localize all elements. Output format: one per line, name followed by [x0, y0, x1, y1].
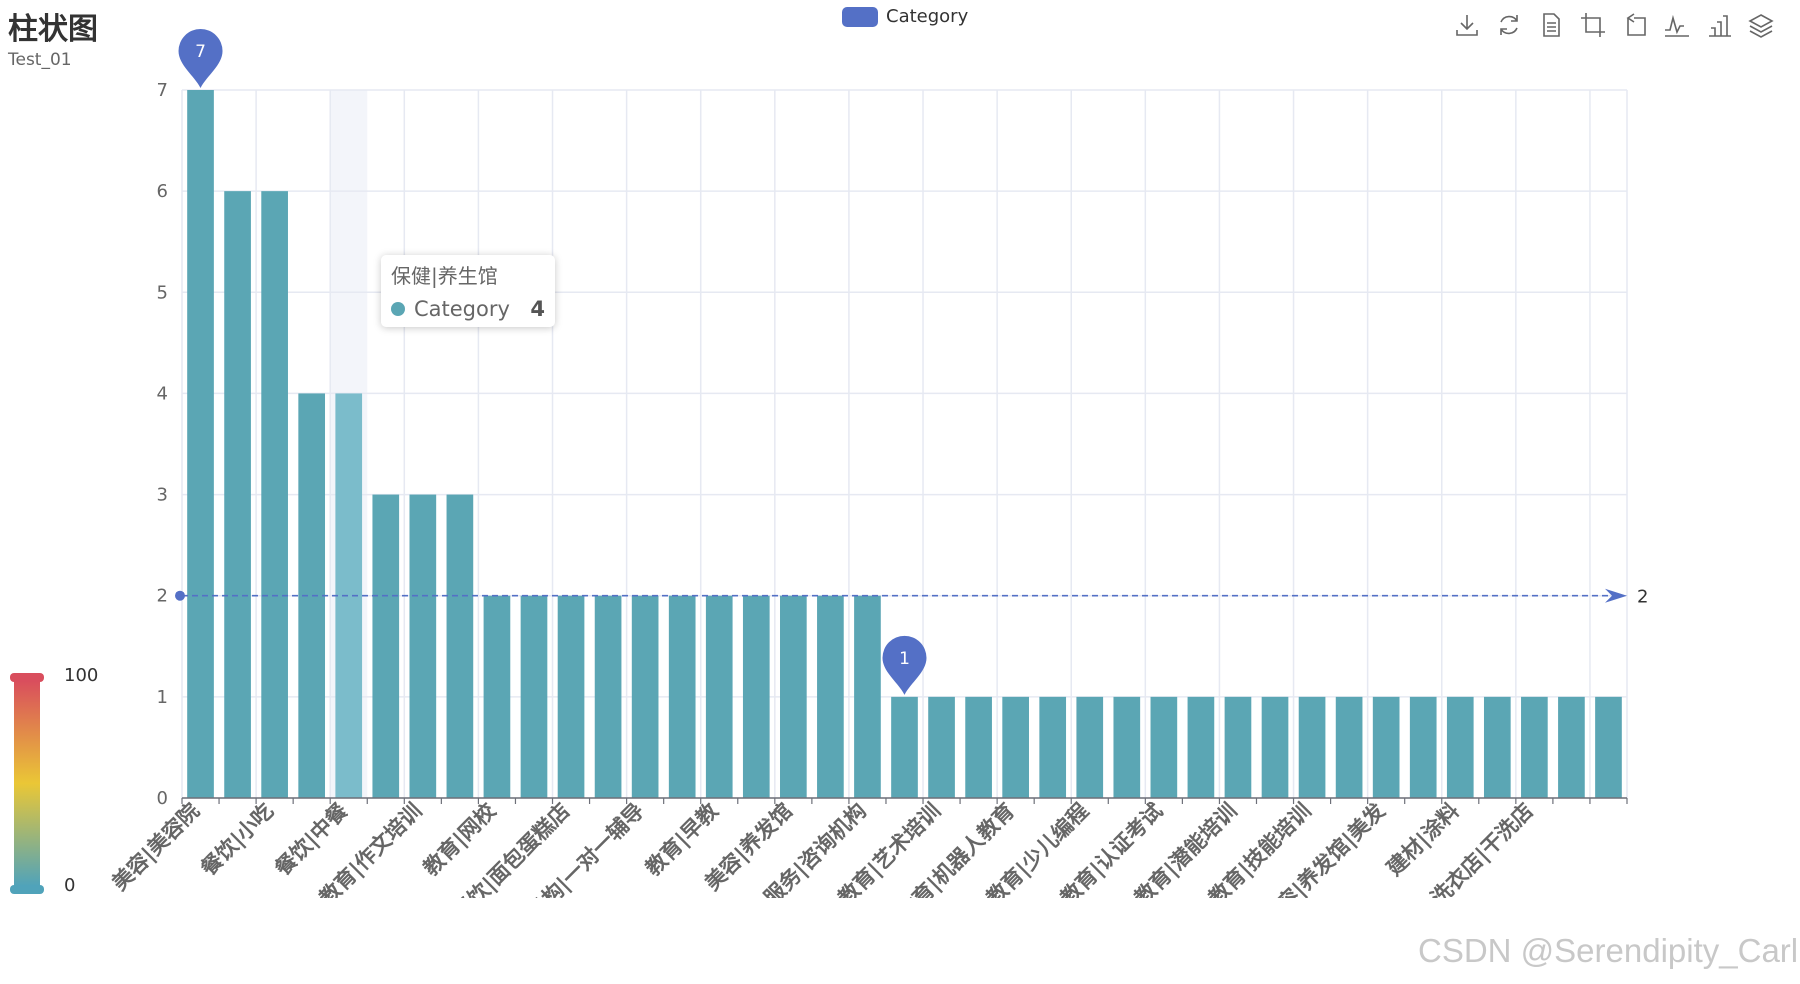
bar: [594, 595, 622, 798]
bar: [928, 696, 955, 798]
y-tick-label: 1: [157, 687, 168, 708]
bar: [1002, 696, 1029, 798]
y-tick-label: 3: [157, 485, 168, 506]
bar: [891, 696, 918, 798]
mark-point-pin: [882, 635, 927, 695]
bar: [1595, 696, 1622, 798]
tooltip-series-name: Category: [414, 297, 510, 321]
bar: [446, 494, 474, 798]
chart-title: 柱状图: [8, 12, 98, 47]
bar: [1261, 696, 1289, 798]
bar: [1372, 696, 1400, 798]
bar: [335, 393, 363, 798]
bar: [1076, 696, 1104, 798]
bar: [520, 595, 548, 798]
tooltip: 保健|养生馆 Category 4: [381, 255, 555, 327]
bar: [631, 595, 659, 798]
bar: [742, 595, 770, 798]
bar: [557, 595, 585, 798]
mark-line-start: [175, 590, 185, 601]
download-icon[interactable]: [1452, 10, 1482, 40]
bar: [1446, 696, 1474, 798]
watermark: CSDN @Serendipity_Carl: [1418, 932, 1799, 969]
x-tick-label: 美容|养发馆|美发: [1258, 798, 1391, 931]
visualmap-bar: [14, 681, 40, 886]
y-tick-label: 4: [157, 383, 168, 404]
bar: [1558, 696, 1585, 798]
visualmap-handle-top: [10, 673, 44, 682]
toolbox: [1452, 10, 1776, 40]
visualmap-max-label: 100: [64, 665, 99, 686]
bar: [668, 595, 696, 798]
bar: [1113, 696, 1141, 798]
bar: [409, 494, 437, 798]
y-tick-label: 2: [157, 586, 168, 607]
bar: [1335, 696, 1363, 798]
bar: [224, 191, 251, 799]
legend-swatch: [842, 6, 878, 27]
y-tick-label: 7: [157, 80, 168, 101]
bar: [780, 595, 807, 798]
x-tick-label: 餐饮|小吃: [196, 799, 278, 881]
tooltip-marker: [391, 302, 405, 316]
tooltip-value: 4: [530, 297, 545, 321]
y-tick-label: 6: [157, 181, 168, 202]
bar: [1409, 696, 1437, 798]
legend-item-category[interactable]: Category: [842, 6, 968, 27]
mark-point-label: 7: [195, 42, 206, 62]
refresh-icon[interactable]: [1494, 10, 1524, 40]
bar: [1187, 696, 1215, 798]
bar: [1224, 696, 1252, 798]
bar: [854, 595, 881, 798]
legend-label: Category: [886, 6, 969, 27]
chart-subtitle: Test_01: [8, 50, 72, 70]
bar: [1039, 696, 1067, 798]
bar: [1483, 696, 1511, 798]
visualmap-handle-bottom: [10, 885, 44, 894]
tooltip-row: Category 4: [391, 297, 545, 321]
stack-icon[interactable]: [1746, 10, 1776, 40]
bar: [1521, 696, 1548, 798]
x-tick-label: 教育机构|一对一辅导: [493, 799, 650, 956]
tooltip-title: 保健|养生馆: [391, 264, 498, 288]
y-tick-label: 0: [157, 788, 168, 809]
bar: [965, 696, 992, 798]
bar: [372, 494, 400, 798]
bar: [705, 595, 733, 798]
x-tick-label: 美容|美容院: [107, 799, 204, 896]
bar: [187, 90, 214, 798]
mark-point-pin: [178, 29, 223, 88]
bar: [1298, 696, 1326, 798]
y-tick-label: 5: [157, 282, 168, 303]
data-view-icon[interactable]: [1536, 10, 1566, 40]
bar: [817, 595, 844, 798]
mark-line-label: 2: [1637, 587, 1648, 608]
bar: [1150, 696, 1178, 798]
bar: [261, 191, 288, 799]
visualmap-min-label: 0: [64, 875, 76, 896]
bar-chart-icon[interactable]: [1704, 10, 1734, 40]
bar: [483, 595, 511, 798]
x-axis-labels: 美容|美容院餐饮|小吃餐饮|中餐教育|作文培训教育|网校餐饮|面包蛋糕店教育机构…: [107, 798, 1538, 956]
mark-point-label: 1: [899, 649, 910, 669]
zoom-icon[interactable]: [1578, 10, 1608, 40]
mark-line-arrow: [1605, 588, 1627, 603]
zoom-reset-icon[interactable]: [1620, 10, 1650, 40]
line-chart-icon[interactable]: [1662, 10, 1692, 40]
